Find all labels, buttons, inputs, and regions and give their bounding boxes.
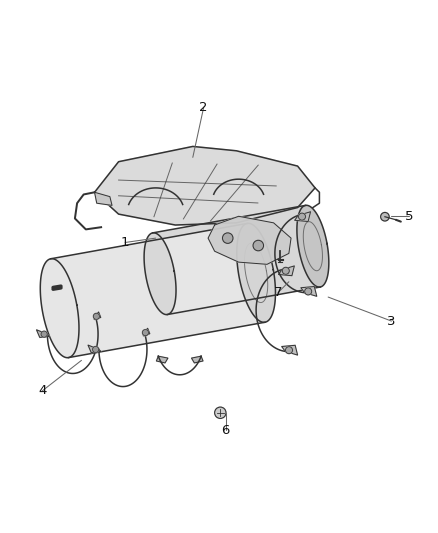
Polygon shape bbox=[143, 328, 150, 336]
Circle shape bbox=[253, 240, 264, 251]
Circle shape bbox=[381, 213, 389, 221]
Polygon shape bbox=[295, 212, 311, 222]
Polygon shape bbox=[40, 259, 79, 358]
Polygon shape bbox=[88, 345, 101, 353]
Polygon shape bbox=[51, 223, 265, 358]
Circle shape bbox=[286, 346, 293, 354]
Polygon shape bbox=[94, 312, 101, 320]
Polygon shape bbox=[95, 147, 315, 225]
Text: 1: 1 bbox=[121, 236, 129, 249]
Polygon shape bbox=[237, 223, 276, 322]
Text: 5: 5 bbox=[405, 210, 413, 223]
Polygon shape bbox=[297, 205, 329, 287]
Text: 7: 7 bbox=[274, 286, 282, 299]
Polygon shape bbox=[191, 356, 203, 363]
Polygon shape bbox=[144, 233, 176, 314]
Circle shape bbox=[142, 329, 148, 336]
Circle shape bbox=[92, 346, 99, 352]
Polygon shape bbox=[208, 216, 291, 264]
Polygon shape bbox=[301, 287, 317, 296]
Circle shape bbox=[41, 331, 47, 337]
Text: 3: 3 bbox=[387, 314, 396, 328]
Polygon shape bbox=[156, 356, 168, 363]
Polygon shape bbox=[153, 205, 320, 314]
Polygon shape bbox=[279, 266, 294, 276]
Circle shape bbox=[305, 288, 312, 295]
Circle shape bbox=[215, 407, 226, 418]
Polygon shape bbox=[282, 345, 297, 355]
Circle shape bbox=[283, 267, 289, 274]
Polygon shape bbox=[36, 330, 49, 337]
Polygon shape bbox=[95, 192, 112, 205]
Circle shape bbox=[299, 213, 305, 220]
Text: 4: 4 bbox=[38, 384, 46, 398]
Text: 2: 2 bbox=[199, 101, 208, 114]
Circle shape bbox=[223, 233, 233, 244]
Circle shape bbox=[93, 313, 99, 319]
Text: 6: 6 bbox=[221, 424, 230, 437]
